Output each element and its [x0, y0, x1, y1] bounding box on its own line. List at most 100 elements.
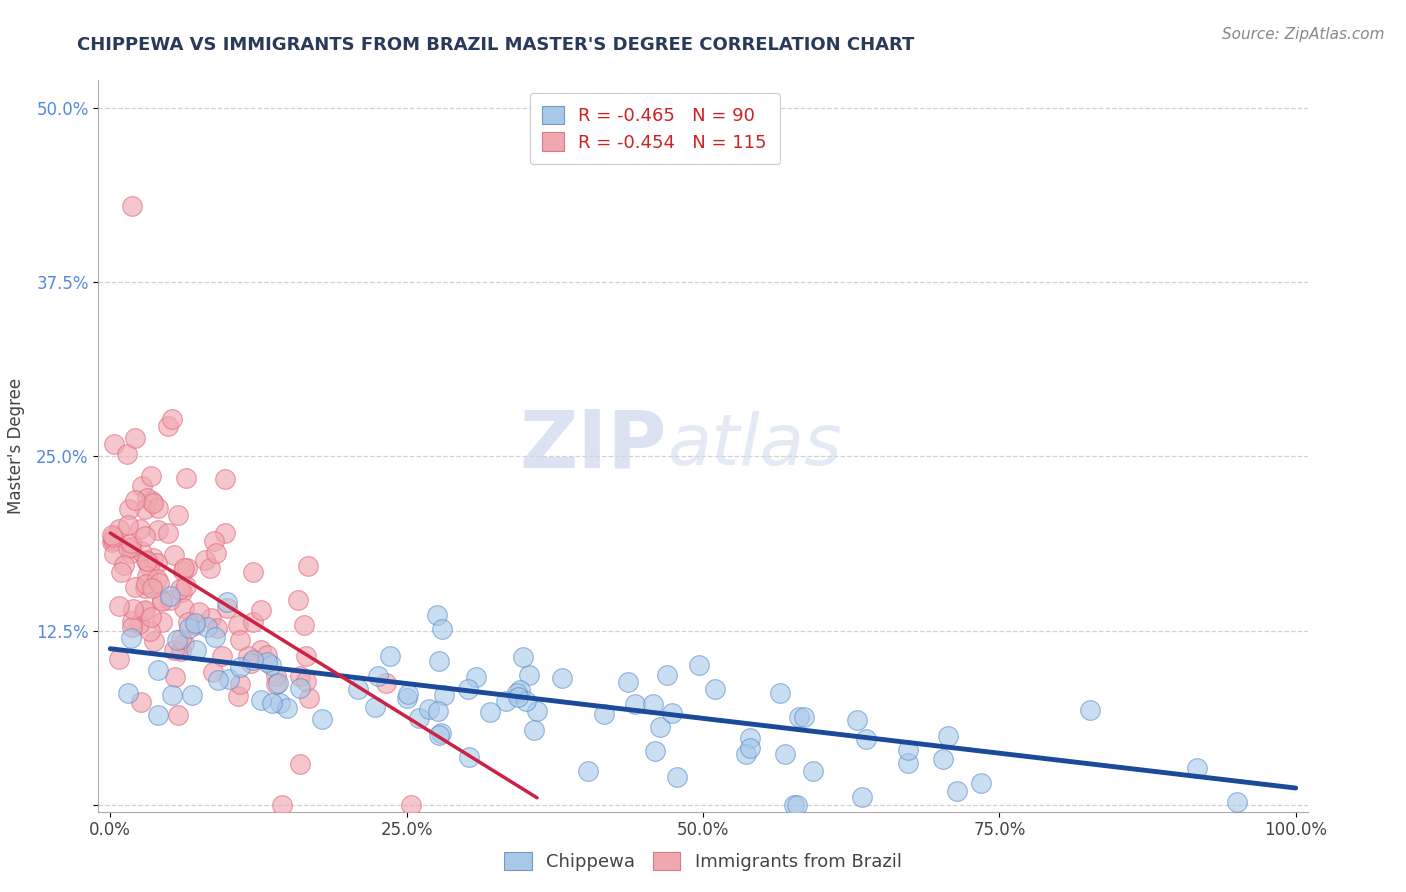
Point [401, 797, 423, 812]
Point [186, 643, 208, 657]
Point [427, 654, 450, 668]
Point [101, 528, 124, 542]
Point [661, 706, 683, 720]
Point [229, 660, 252, 674]
Point [1226, 795, 1249, 809]
Point [375, 676, 398, 690]
Point [139, 624, 162, 638]
Point [897, 743, 920, 757]
Point [204, 631, 226, 645]
Point [290, 669, 312, 683]
Point [215, 600, 238, 615]
Point [655, 667, 678, 681]
Point [465, 670, 488, 684]
Point [205, 621, 228, 635]
Point [226, 689, 249, 703]
Point [142, 633, 165, 648]
Point [162, 411, 184, 425]
Point [150, 615, 173, 629]
Point [430, 622, 453, 636]
Point [364, 699, 387, 714]
Point [172, 585, 194, 599]
Y-axis label: Master's Degree: Master's Degree [7, 378, 25, 514]
Point [202, 534, 225, 549]
Point [160, 688, 183, 702]
Point [228, 676, 250, 690]
Point [931, 751, 953, 765]
Point [166, 708, 188, 723]
Point [242, 615, 264, 629]
Point [256, 648, 278, 662]
Point [124, 431, 146, 445]
Point [148, 663, 170, 677]
Point [117, 686, 139, 700]
Point [617, 675, 640, 690]
Point [150, 594, 173, 608]
Point [163, 548, 186, 562]
Point [135, 553, 157, 567]
Point [159, 589, 181, 603]
Point [229, 632, 252, 647]
Point [738, 741, 761, 756]
Point [519, 667, 541, 681]
Point [148, 575, 170, 590]
Point [427, 728, 450, 742]
Point [1080, 703, 1102, 717]
Point [197, 620, 219, 634]
Point [103, 547, 125, 561]
Point [121, 540, 143, 554]
Point [146, 524, 169, 538]
Text: atlas: atlas [666, 411, 841, 481]
Point [242, 653, 264, 667]
Point [396, 687, 419, 701]
Point [170, 632, 193, 646]
Point [173, 561, 195, 575]
Point [120, 535, 142, 549]
Point [506, 686, 529, 700]
Point [787, 710, 810, 724]
Point [783, 797, 806, 812]
Point [256, 656, 278, 670]
Point [250, 642, 273, 657]
Point [117, 517, 139, 532]
Point [380, 649, 402, 664]
Point [166, 632, 188, 647]
Point [128, 617, 150, 632]
Point [157, 419, 180, 434]
Point [457, 682, 479, 697]
Point [134, 603, 156, 617]
Point [117, 541, 139, 556]
Point [509, 682, 531, 697]
Point [177, 615, 200, 629]
Point [122, 601, 145, 615]
Point [103, 531, 125, 545]
Point [139, 469, 162, 483]
Point [129, 544, 152, 558]
Point [142, 496, 165, 510]
Point [769, 686, 792, 700]
Point [141, 581, 163, 595]
Point [169, 582, 191, 597]
Point [576, 764, 599, 778]
Point [478, 705, 501, 719]
Point [108, 651, 131, 665]
Point [426, 704, 449, 718]
Point [201, 665, 224, 679]
Point [121, 546, 143, 560]
Point [177, 621, 200, 635]
Point [288, 757, 311, 772]
Point [117, 447, 139, 461]
Point [703, 681, 725, 696]
Point [118, 502, 141, 516]
Point [174, 470, 197, 484]
Point [156, 525, 179, 540]
Point [408, 711, 430, 725]
Point [495, 694, 517, 708]
Point [211, 648, 233, 663]
Point [124, 492, 146, 507]
Point [242, 566, 264, 580]
Legend: Chippewa, Immigrants from Brazil: Chippewa, Immigrants from Brazil [498, 845, 908, 879]
Point [129, 695, 152, 709]
Point [269, 696, 291, 710]
Point [146, 501, 169, 516]
